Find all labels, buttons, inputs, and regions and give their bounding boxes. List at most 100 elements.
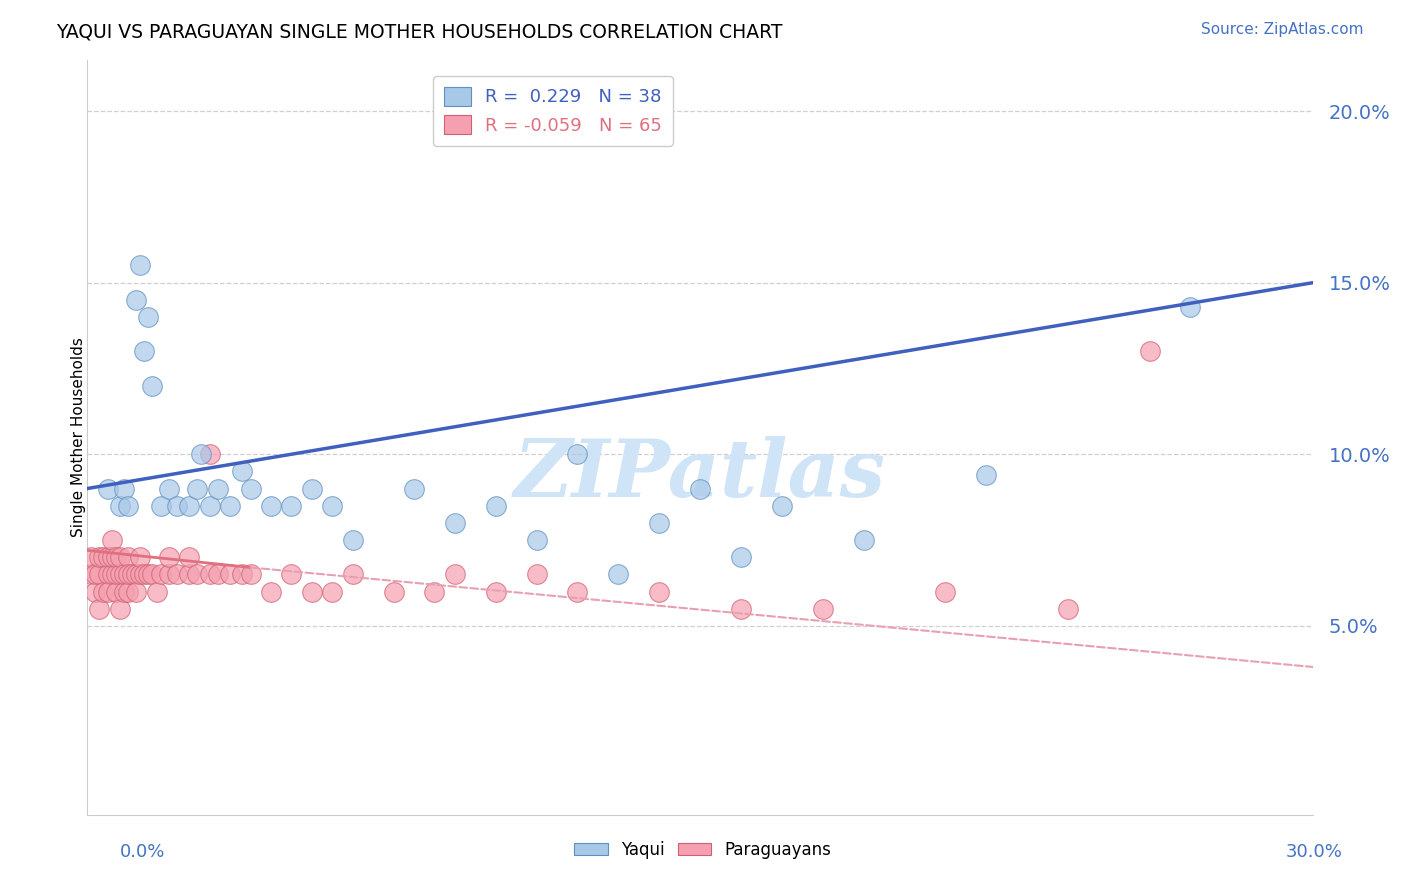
Point	[149, 567, 172, 582]
Point	[141, 378, 163, 392]
Point	[108, 550, 131, 565]
Text: Source: ZipAtlas.com: Source: ZipAtlas.com	[1201, 22, 1364, 37]
Point	[93, 550, 115, 565]
Point	[342, 533, 364, 547]
Point	[280, 567, 302, 582]
Text: 30.0%: 30.0%	[1286, 843, 1343, 861]
Point	[423, 584, 446, 599]
Point	[96, 482, 118, 496]
Point	[157, 567, 180, 582]
Point	[280, 499, 302, 513]
Point	[100, 567, 122, 582]
Point	[125, 584, 148, 599]
Point	[231, 464, 253, 478]
Point	[301, 482, 323, 496]
Point	[648, 584, 671, 599]
Point	[239, 482, 262, 496]
Point	[84, 567, 107, 582]
Point	[117, 550, 139, 565]
Point	[157, 482, 180, 496]
Point	[239, 567, 262, 582]
Point	[260, 584, 283, 599]
Point	[145, 584, 167, 599]
Point	[117, 499, 139, 513]
Point	[974, 467, 997, 482]
Point	[96, 584, 118, 599]
Point	[198, 499, 221, 513]
Point	[141, 567, 163, 582]
Point	[117, 567, 139, 582]
Legend: R =  0.229   N = 38, R = -0.059   N = 65: R = 0.229 N = 38, R = -0.059 N = 65	[433, 76, 673, 145]
Point	[89, 601, 111, 615]
Point	[260, 499, 283, 513]
Point	[567, 447, 589, 461]
Point	[166, 499, 188, 513]
Y-axis label: Single Mother Households: Single Mother Households	[72, 337, 86, 537]
Point	[134, 567, 156, 582]
Point	[526, 567, 548, 582]
Point	[526, 533, 548, 547]
Point	[198, 447, 221, 461]
Point	[689, 482, 711, 496]
Point	[648, 516, 671, 530]
Legend: Yaqui, Paraguayans: Yaqui, Paraguayans	[568, 835, 838, 866]
Point	[125, 567, 148, 582]
Point	[852, 533, 875, 547]
Point	[198, 567, 221, 582]
Point	[219, 567, 242, 582]
Point	[770, 499, 793, 513]
Point	[730, 601, 752, 615]
Point	[129, 567, 152, 582]
Point	[100, 533, 122, 547]
Point	[100, 550, 122, 565]
Point	[730, 550, 752, 565]
Point	[93, 584, 115, 599]
Point	[117, 584, 139, 599]
Point	[607, 567, 630, 582]
Point	[129, 259, 152, 273]
Point	[112, 584, 135, 599]
Point	[444, 516, 467, 530]
Point	[321, 584, 343, 599]
Point	[934, 584, 956, 599]
Point	[129, 550, 152, 565]
Point	[207, 482, 229, 496]
Point	[104, 584, 127, 599]
Point	[186, 482, 208, 496]
Point	[402, 482, 425, 496]
Point	[219, 499, 242, 513]
Point	[485, 499, 508, 513]
Point	[108, 601, 131, 615]
Point	[96, 550, 118, 565]
Point	[301, 584, 323, 599]
Point	[134, 344, 156, 359]
Point	[80, 567, 103, 582]
Point	[1139, 344, 1161, 359]
Point	[811, 601, 834, 615]
Text: YAQUI VS PARAGUAYAN SINGLE MOTHER HOUSEHOLDS CORRELATION CHART: YAQUI VS PARAGUAYAN SINGLE MOTHER HOUSEH…	[56, 22, 783, 41]
Point	[112, 482, 135, 496]
Point	[485, 584, 508, 599]
Point	[444, 567, 467, 582]
Point	[231, 567, 253, 582]
Point	[96, 567, 118, 582]
Point	[166, 567, 188, 582]
Point	[207, 567, 229, 582]
Point	[108, 499, 131, 513]
Text: 0.0%: 0.0%	[120, 843, 165, 861]
Point	[89, 567, 111, 582]
Point	[179, 499, 201, 513]
Point	[89, 550, 111, 565]
Point	[112, 567, 135, 582]
Point	[1056, 601, 1078, 615]
Point	[342, 567, 364, 582]
Point	[157, 550, 180, 565]
Point	[125, 293, 148, 307]
Text: ZIPatlas: ZIPatlas	[515, 436, 886, 514]
Point	[186, 567, 208, 582]
Point	[149, 499, 172, 513]
Point	[179, 550, 201, 565]
Point	[80, 550, 103, 565]
Point	[121, 567, 143, 582]
Point	[1180, 300, 1202, 314]
